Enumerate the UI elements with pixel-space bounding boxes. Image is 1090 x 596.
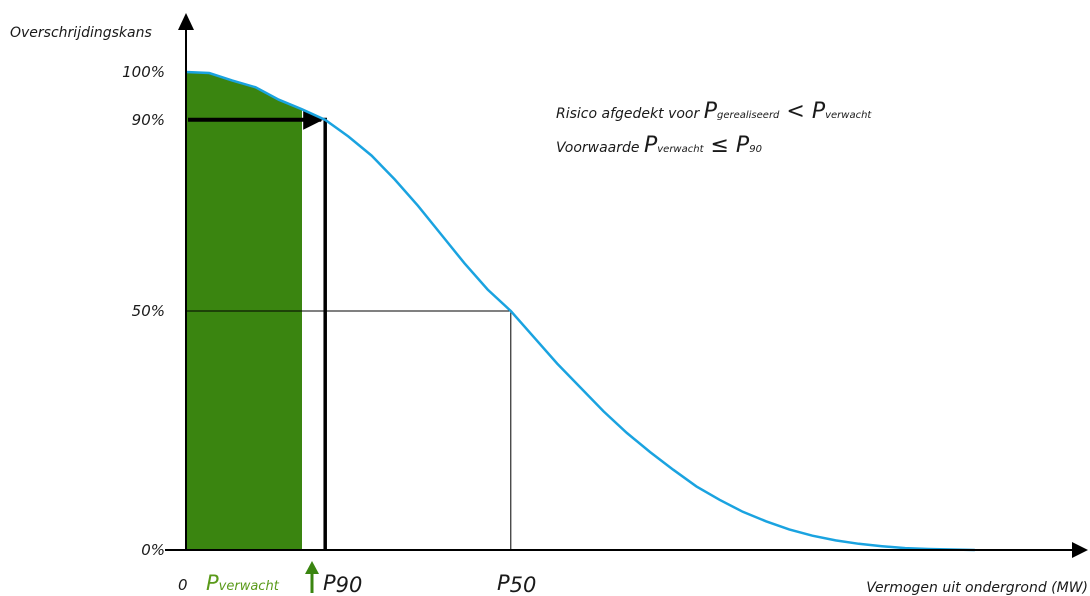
p-verwacht-up-arrow [305,561,319,593]
x-marker-labels: Pverwacht P90 P50 [206,571,536,596]
y-tick-label: 50% [132,302,165,320]
x-marker-label: P90 [323,571,362,596]
x-marker-label: P50 [497,571,536,596]
x-origin-label: 0 [178,576,188,594]
x-marker-label: Pverwacht [206,571,280,595]
y-tick-labels: 100% 90% 50% 0% [122,63,165,559]
y-tick-label: 0% [141,541,165,559]
y-tick-label: 100% [122,63,165,81]
x-axis-title: Vermogen uit ondergrond (MW) [866,580,1088,596]
annotation-line: Voorwaarde Pverwacht ≤ P90 [556,133,762,158]
exceedance-curve [185,70,975,552]
y-axis-arrowhead [178,13,194,30]
annotation-line: Risico afgedekt voor Pgerealiseerd < Pve… [556,99,872,124]
y-axis-title: Overschrijdingskans [10,25,152,41]
annotations: Risico afgedekt voor Pgerealiseerd < Pve… [556,99,872,158]
x-axis-arrowhead [1072,542,1088,558]
y-tick-label: 90% [132,111,165,129]
